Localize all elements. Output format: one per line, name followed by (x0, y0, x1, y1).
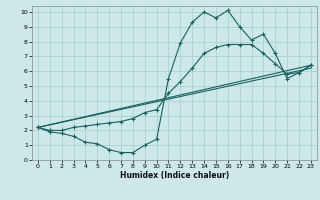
X-axis label: Humidex (Indice chaleur): Humidex (Indice chaleur) (120, 171, 229, 180)
